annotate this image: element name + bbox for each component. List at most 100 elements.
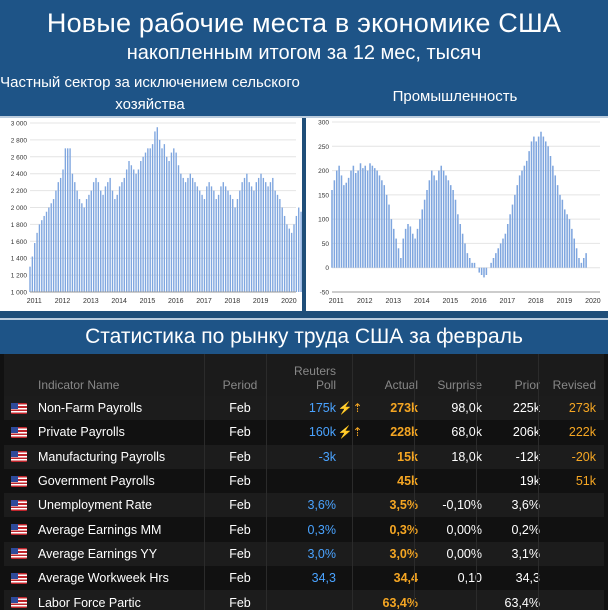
private-sector-bar [48, 207, 50, 292]
private-sector-bar [175, 152, 177, 292]
private-sector-bar [29, 266, 31, 292]
manufacturing-bar [366, 170, 369, 268]
table-row[interactable]: Private Payrolls Feb 160k ⚡⇡ 228k 68,0k 206k 22… [4, 420, 604, 445]
private-sector-ytick-label: 1 000 [11, 290, 28, 297]
private-sector-bar [147, 148, 149, 292]
private-sector-bar [52, 199, 55, 292]
indicator-name[interactable]: Unemployment Rate [38, 498, 152, 513]
private-sector-bar [55, 190, 57, 292]
private-sector-bar [300, 211, 302, 292]
private-sector-bar [274, 190, 276, 292]
manufacturing-bar [473, 262, 476, 268]
private-sector-bar [43, 215, 45, 292]
poll-value: 3,0% [307, 546, 337, 561]
private-sector-bar [57, 182, 59, 292]
manufacturing-bar [468, 258, 471, 268]
indicator-name[interactable]: Government Payrolls [38, 474, 155, 489]
indicator-name[interactable]: Private Payrolls [38, 425, 125, 440]
private-sector-bar [137, 169, 140, 292]
manufacturing-bar [392, 228, 395, 268]
poll-value [272, 590, 336, 610]
private-sector-bar [184, 182, 187, 292]
private-sector-bar [220, 186, 222, 292]
manufacturing-xtick-label: 2014 [414, 298, 430, 305]
header-poll[interactable]: Reuters Poll [272, 354, 336, 396]
manufacturing-bar [540, 131, 542, 268]
indicator-name[interactable]: Labor Force Partic [38, 595, 141, 610]
manufacturing-bar [350, 170, 352, 268]
table-row[interactable]: Labor Force Partic Feb 63,4% 63,4% [4, 590, 604, 610]
private-sector-bar [293, 224, 295, 292]
us-flag-icon [8, 566, 30, 590]
table-row[interactable]: Manufacturing Payrolls Feb -3k 15k 18,0k -12k… [4, 444, 604, 469]
table-header: Indicator Name Period Reuters Poll Actual… [4, 354, 604, 396]
private-sector-ytick-label: 2 200 [11, 188, 28, 195]
private-sector-bar [67, 148, 69, 292]
manufacturing-bar [480, 267, 483, 275]
indicator-name[interactable]: Average Earnings MM [38, 522, 162, 537]
manufacturing-bar [362, 168, 364, 268]
header-actual[interactable]: Actual [384, 378, 418, 392]
header-surprise[interactable]: Surprise [437, 378, 482, 392]
revised-value [544, 566, 596, 590]
manufacturing-bar [566, 214, 568, 268]
table-row[interactable]: Government Payrolls Feb 45k 19k 51k [4, 468, 604, 494]
manufacturing-bar [331, 190, 333, 268]
manufacturing-bar [492, 258, 495, 268]
table-row[interactable]: Non-Farm Payrolls Feb 175k ⚡⇡ 273k 98,0k 225k 2… [4, 396, 604, 421]
actual-value: 3,0% [389, 546, 419, 561]
manufacturing-bar [516, 185, 519, 268]
private-sector-xtick-label: 2013 [83, 298, 99, 305]
manufacturing-bar [378, 175, 381, 268]
header-revised[interactable]: Revised [552, 378, 596, 392]
manufacturing-bar [490, 262, 492, 268]
manufacturing-bar [528, 151, 530, 268]
table-row[interactable]: Unemployment Rate Feb 3,6% 3,5% -0,10% 3,6% [4, 493, 604, 518]
us-flag-icon [8, 445, 30, 469]
manufacturing-bar [430, 170, 433, 268]
table-row[interactable]: Average Workweek Hrs Feb 34,3 34,4 0,10 34,3 [4, 566, 604, 591]
private-sector-bar [78, 199, 81, 292]
actual-value: 228k [390, 425, 418, 440]
table-row[interactable]: Average Earnings MM Feb 0,3% 0,3% 0,00% 0,2% [4, 517, 604, 542]
surprise-arrow-icon [340, 566, 360, 590]
private-sector-bar [111, 190, 114, 292]
manufacturing-bar [388, 204, 390, 268]
manufacturing-bar [400, 258, 402, 268]
header-prior[interactable]: Prior [514, 378, 540, 392]
indicator-name[interactable]: Average Earnings YY [38, 546, 158, 561]
prior-value: 19k [519, 474, 540, 489]
poll-value: -3k [318, 449, 336, 464]
manufacturing-bar [347, 177, 350, 268]
manufacturing-bar [537, 136, 540, 268]
top-banner: Новые рабочие места в экономике США нако… [0, 0, 608, 118]
manufacturing-bar [409, 226, 412, 268]
manufacturing-bar [502, 238, 504, 268]
surprise-arrow-icon [340, 542, 360, 566]
private-sector-ytick-label: 1 800 [11, 222, 28, 229]
poll-value: 0,3% [307, 522, 337, 537]
private-sector-bar [36, 232, 38, 292]
indicator-name[interactable]: Average Workweek Hrs [38, 571, 169, 586]
manufacturing-ytick-label: 50 [322, 241, 330, 248]
manufacturing-bar [359, 163, 362, 268]
private-sector-bar [239, 190, 241, 292]
indicator-name[interactable]: Manufacturing Payrolls [38, 449, 166, 464]
private-sector-bar [267, 186, 269, 292]
private-sector-bar [255, 182, 257, 292]
manufacturing-ytick-label: 150 [318, 192, 329, 199]
private-sector-bar [265, 182, 267, 292]
private-sector-bar [253, 190, 255, 292]
indicator-name[interactable]: Non-Farm Payrolls [38, 401, 143, 416]
surprise-arrow-icon [340, 469, 360, 493]
private-sector-xtick-label: 2019 [253, 298, 269, 305]
private-sector-bar [257, 177, 260, 292]
manufacturing-bar [556, 185, 559, 268]
table-row[interactable]: Average Earnings YY Feb 3,0% 3,0% 0,00% 3,1% [4, 541, 604, 567]
header-indicator[interactable]: Indicator Name [38, 378, 120, 392]
private-sector-bar [34, 242, 36, 292]
private-sector-bar [260, 173, 262, 292]
revised-value: 51k [575, 474, 596, 489]
private-sector-bar [116, 194, 118, 292]
header-period[interactable]: Period [222, 378, 258, 392]
